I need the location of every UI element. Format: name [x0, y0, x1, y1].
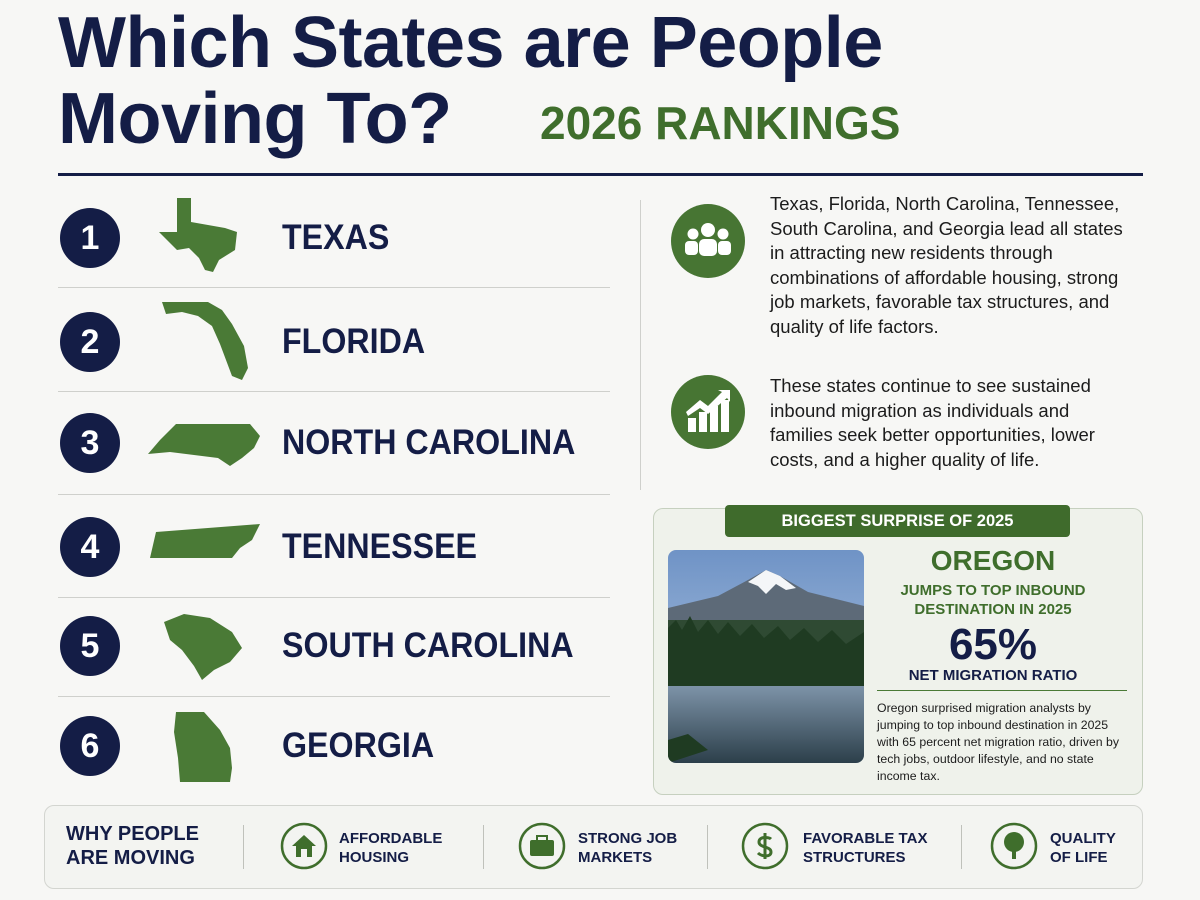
state-name: GEORGIA [282, 726, 435, 765]
state-name: TEXAS [282, 218, 390, 257]
people-icon [671, 204, 745, 278]
house-icon [280, 822, 328, 870]
state-name: NORTH CAROLINA [282, 423, 576, 462]
divider [961, 825, 962, 869]
tree-icon [990, 822, 1038, 870]
briefcase-icon [518, 822, 566, 870]
state-shape [164, 614, 242, 680]
rank-number: 2 [60, 312, 120, 372]
separator [58, 391, 610, 392]
surprise-body: Oregon surprised migration analysts by j… [877, 701, 1119, 783]
separator [58, 597, 610, 598]
divider [640, 200, 641, 490]
dollar-icon [741, 822, 789, 870]
badge: 2026 RANKINGS [540, 97, 901, 149]
rule [58, 173, 1143, 176]
oregon-photo [668, 550, 864, 763]
rank-number: 6 [60, 716, 120, 776]
divider [483, 825, 484, 869]
footer-heading: WHY PEOPLE ARE MOVING [66, 823, 199, 869]
rank-number: 1 [60, 208, 120, 268]
separator [58, 494, 610, 495]
rule [877, 690, 1127, 691]
state-shape [174, 712, 232, 782]
state-shape [148, 424, 260, 466]
surprise-headline: JUMPS TO TOP INBOUND DESTINATION IN 2025 [900, 582, 1086, 618]
title-line: Moving To? [58, 79, 452, 159]
footer-bar [44, 805, 1143, 889]
rank-number: 3 [60, 413, 120, 473]
surprise-state: OREGON [930, 545, 1056, 576]
divider [243, 825, 244, 869]
title-line: Which States are People [58, 3, 883, 83]
rank-number: 4 [60, 517, 120, 577]
surprise-banner: BIGGEST SURPRISE OF 2025 [725, 505, 1070, 537]
state-name: TENNESSEE [282, 527, 478, 566]
state-shape [150, 524, 260, 558]
separator [58, 287, 610, 288]
reason: AFFORDABLE HOUSING [339, 830, 443, 866]
state-name: SOUTH CAROLINA [282, 626, 574, 665]
reason: QUALITY OF LIFE [1050, 830, 1116, 866]
reason: STRONG JOB MARKETS [578, 830, 678, 866]
summary-paragraph: Texas, Florida, North Carolina, Tennesse… [770, 193, 1123, 337]
growth-icon [671, 375, 745, 449]
state-shape [159, 198, 237, 272]
surprise-stat: 65% [948, 620, 1038, 669]
reason: FAVORABLE TAX STRUCTURES [803, 830, 928, 866]
state-name: FLORIDA [282, 322, 426, 361]
summary-paragraph: These states continue to see sustained i… [770, 375, 1095, 470]
rank-number: 5 [60, 616, 120, 676]
divider [707, 825, 708, 869]
state-shape [162, 302, 248, 380]
separator [58, 696, 610, 697]
surprise-stat-label: NET MIGRATION RATIO [908, 667, 1078, 684]
